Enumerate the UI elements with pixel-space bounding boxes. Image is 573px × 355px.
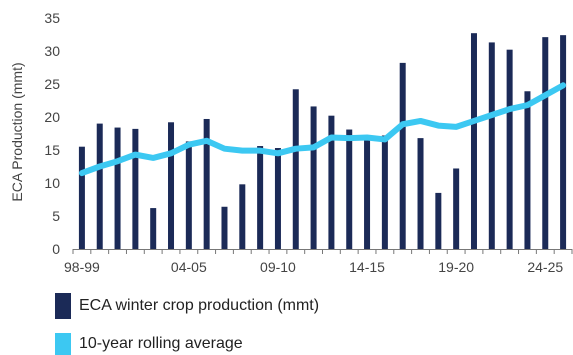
bar-12-13 (328, 115, 335, 250)
bar-03-04 (168, 122, 175, 249)
legend-swatch-line (55, 333, 71, 355)
y-axis-title: ECA Production (mmt) (9, 62, 25, 201)
bar-20-21 (470, 33, 477, 250)
bar-22-23 (506, 49, 513, 250)
legend-label-bars: ECA winter crop production (mmt) (79, 297, 320, 314)
bar-16-17 (399, 62, 406, 249)
legend-swatch-bars (55, 293, 71, 319)
x-tick-label: 24-25 (527, 259, 563, 275)
bar-05-06 (203, 118, 210, 249)
x-tick-label: 09-10 (260, 259, 296, 275)
chart: 0 5 10 15 20 25 30 35 98-99 04-05 09-10 14-15 19-20… (9, 10, 573, 275)
y-tick-label: 35 (44, 10, 60, 26)
x-axis-ticks: 98-99 04-05 09-10 14-15 19-20 24-25 (64, 249, 573, 275)
bar-04-05 (185, 141, 192, 249)
y-tick-label: 5 (52, 208, 60, 224)
y-tick-label: 20 (44, 109, 60, 125)
bar-11-12 (310, 106, 317, 249)
bar-10-11 (292, 89, 299, 249)
x-tick-label: 14-15 (349, 259, 385, 275)
bar-02-03 (150, 208, 157, 249)
bar-21-22 (488, 42, 495, 249)
bar-01-02 (132, 128, 139, 249)
bar-15-16 (381, 135, 388, 249)
bar-17-18 (417, 138, 424, 249)
y-tick-label: 0 (52, 241, 60, 257)
bar-99-00 (96, 123, 103, 249)
bar-09-10 (274, 148, 281, 249)
y-tick-label: 30 (44, 43, 60, 59)
bar-98-99 (78, 146, 85, 249)
bar-14-15 (364, 136, 371, 249)
bar-08-09 (257, 146, 264, 249)
y-tick-label: 25 (44, 76, 60, 92)
bar-06-07 (221, 206, 228, 249)
y-tick-label: 15 (44, 142, 60, 158)
bar-24-25 (542, 37, 549, 249)
bar-00-01 (114, 127, 121, 249)
bar-18-19 (435, 192, 442, 249)
legend-item-line: 10-year rolling average (55, 333, 243, 355)
legend-item-bars: ECA winter crop production (mmt) (55, 293, 319, 319)
bar-series (78, 33, 567, 250)
x-tick-label: 04-05 (171, 259, 207, 275)
bar-07-08 (239, 184, 246, 249)
bar-13-14 (346, 129, 353, 249)
bar-23-24 (524, 91, 531, 249)
bar-25-26 (560, 35, 567, 249)
bar-19-20 (453, 168, 460, 249)
x-tick-label: 98-99 (64, 259, 100, 275)
x-tick-label: 19-20 (438, 259, 474, 275)
rolling-average-line (78, 82, 567, 177)
y-tick-label: 10 (44, 175, 60, 191)
legend-label-line: 10-year rolling average (79, 335, 243, 352)
y-axis-ticks: 0 5 10 15 20 25 30 35 (44, 10, 60, 257)
